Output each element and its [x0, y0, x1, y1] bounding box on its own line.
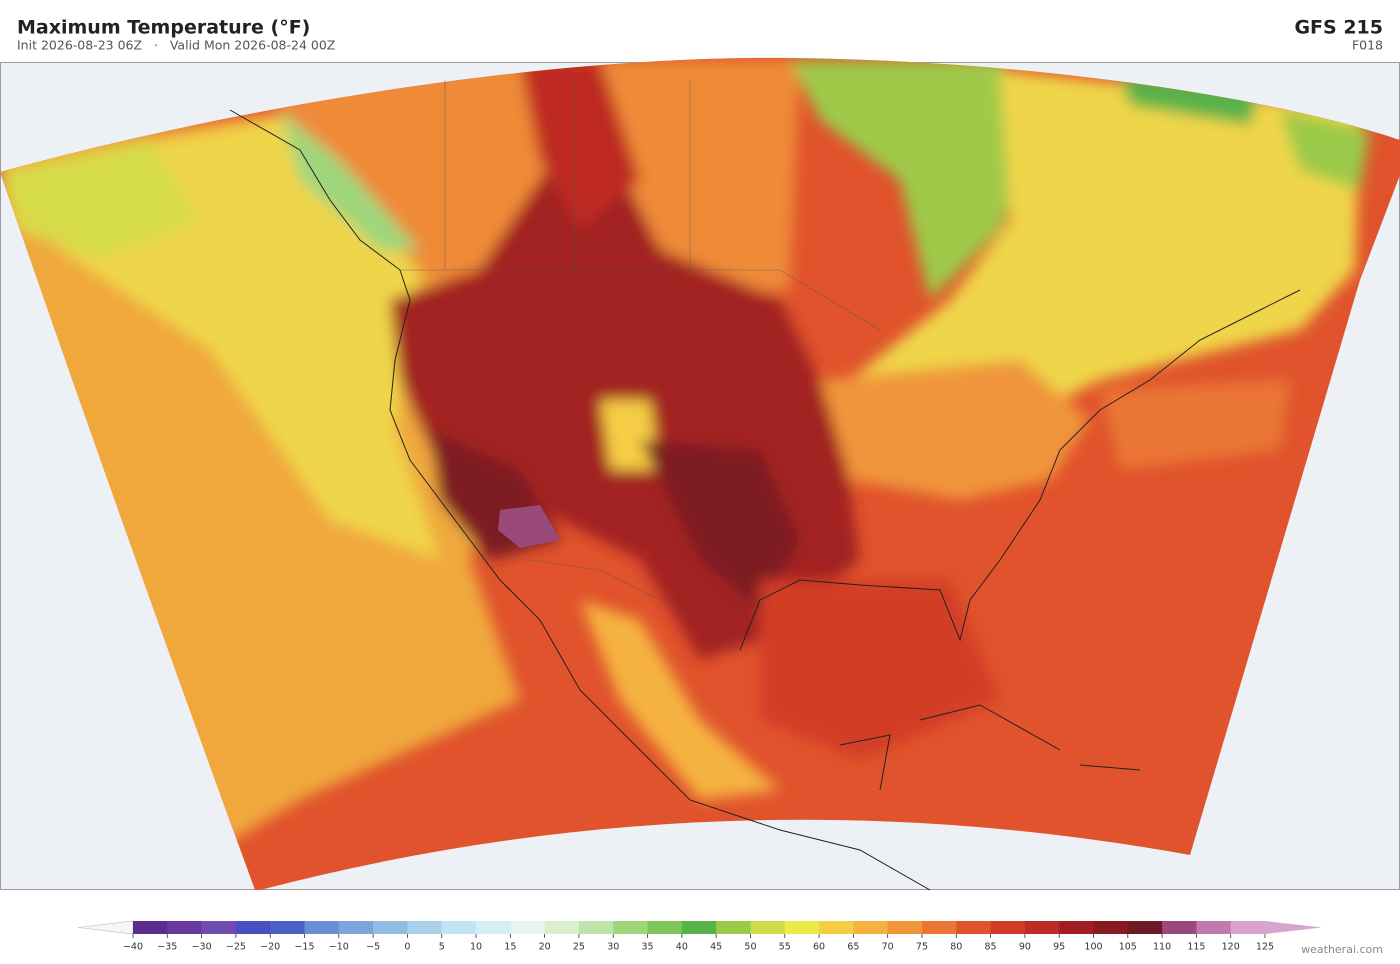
colorbar-tick-label: 10: [470, 942, 482, 953]
colorbar-cell: [921, 921, 957, 934]
colorbar-tick-label: 30: [607, 942, 619, 953]
colorbar-cell: [407, 921, 443, 934]
colorbar-tick-label: −30: [192, 942, 212, 953]
colorbar-cell: [990, 921, 1026, 934]
colorbar-tick-label: 25: [573, 942, 585, 953]
field-atlantic-north: [1100, 380, 1290, 470]
border-canada: [400, 80, 881, 331]
colorbar-tick-label: −10: [329, 942, 349, 953]
model-label: GFS 215: [1294, 17, 1383, 39]
coastline-east: [739, 289, 1301, 651]
colorbar-cell: [304, 921, 340, 934]
field-labrador-sea: [1280, 110, 1370, 190]
colorbar-cell: [647, 921, 683, 934]
colorbar-tick-label: 60: [813, 942, 825, 953]
colorbar-tick-label: 90: [1019, 942, 1031, 953]
colorbar-cell: [578, 921, 614, 934]
colorbar-cell: [681, 921, 717, 934]
colorbar-cell: [1093, 921, 1129, 934]
border-mexico: [529, 559, 741, 651]
colorbar-cell: [441, 921, 477, 934]
colorbar-under: [77, 920, 134, 935]
coastline-west: [229, 109, 931, 891]
colorbar-tick-label: −35: [157, 942, 177, 953]
colorbar-tick-label: 120: [1222, 942, 1240, 953]
colorbar-tick-label: −5: [366, 942, 380, 953]
colorbar-cell: [1059, 921, 1094, 934]
coastline-caribbean: [839, 704, 1141, 791]
colorbar-tick-label: 85: [985, 942, 997, 953]
colorbar-tick-label: 65: [847, 942, 859, 953]
field-mexico-highlands: [580, 600, 780, 800]
colorbar-tick-label: 15: [504, 942, 516, 953]
colorbar-cell: [1196, 921, 1232, 934]
colorbar-cell: [1162, 921, 1197, 934]
watermark: weatherai.com: [1301, 943, 1383, 956]
colorbar-tick-label: 110: [1153, 942, 1171, 953]
field-coast-range: [280, 110, 420, 250]
colorbar-cell: [544, 921, 580, 934]
colorbar-cell: [201, 921, 237, 934]
colorbar-tick-label: 105: [1119, 942, 1137, 953]
colorbar-cell: [956, 921, 992, 934]
colorbar-cell: [270, 921, 306, 934]
colorbar-cell: [510, 921, 546, 934]
colorbar-tick-label: −25: [226, 942, 246, 953]
field-hot-spot: [498, 505, 560, 548]
colorbar-cell: [133, 921, 168, 934]
colorbar-tick-label: 5: [439, 942, 445, 953]
colorbar-tick-label: 20: [539, 942, 551, 953]
colorbar-cell: [1024, 921, 1060, 934]
colorbar-tick-label: 55: [779, 942, 791, 953]
colorbar-tick-label: 35: [641, 942, 653, 953]
colorbar-tick-label: 0: [404, 942, 410, 953]
title: Maximum Temperature (°F): [17, 17, 310, 39]
colorbar-cell: [750, 921, 786, 934]
colorbar-cell: [853, 921, 889, 934]
colorbar-tick-label: 75: [916, 942, 928, 953]
colorbar-cell: [167, 921, 203, 934]
colorbar-tick-label: 40: [676, 942, 688, 953]
colorbar-tick-label: −15: [294, 942, 314, 953]
colorbar-cell: [887, 921, 923, 934]
colorbar-tick-label: 50: [744, 942, 756, 953]
colorbar-tick-label: −40: [123, 942, 143, 953]
field-east-us: [820, 360, 1090, 500]
colorbar-cell: [613, 921, 649, 934]
colorbar-cell: [373, 921, 408, 934]
field-rockies: [600, 400, 660, 470]
colorbar-cell: [784, 921, 820, 934]
field-plains-north: [520, 60, 640, 230]
colorbar-tick-label: 115: [1187, 942, 1205, 953]
field-north-pacific: [0, 140, 200, 260]
subtitle: Init 2026-08-23 06Z · Valid Mon 2026-08-…: [17, 38, 335, 53]
colorbar-tick-label: 80: [950, 942, 962, 953]
field-east-canada: [850, 70, 1360, 440]
colorbar-cell: [235, 921, 271, 934]
colorbar-cell: [716, 921, 751, 934]
colorbar-cell: [476, 921, 511, 934]
colorbar-tick-label: 45: [710, 942, 722, 953]
colorbar-over: [1265, 921, 1322, 934]
colorbar-cell: [1230, 921, 1266, 934]
coastlines: [229, 80, 1301, 891]
field-hudson: [790, 60, 1040, 300]
field-texas-core: [640, 440, 800, 610]
colorbar-tick-label: 70: [882, 942, 894, 953]
colorbar-tick-label: 125: [1256, 942, 1274, 953]
colorbar-cell: [1127, 921, 1163, 934]
colorbar-tick-label: 100: [1084, 942, 1102, 953]
colorbar-cell: [338, 921, 374, 934]
forecast-hour: F018: [1352, 38, 1383, 53]
temperature-field: [0, 57, 1400, 890]
colorbar-tick-label: −20: [260, 942, 280, 953]
colorbar: −40 −35 −30 −25 −20 −15 −10 −5 0 5 10 15 20 25 30 35 40 4…: [77, 920, 1322, 953]
colorbar-cell: [819, 921, 854, 934]
colorbar-tick-label: 95: [1053, 942, 1065, 953]
